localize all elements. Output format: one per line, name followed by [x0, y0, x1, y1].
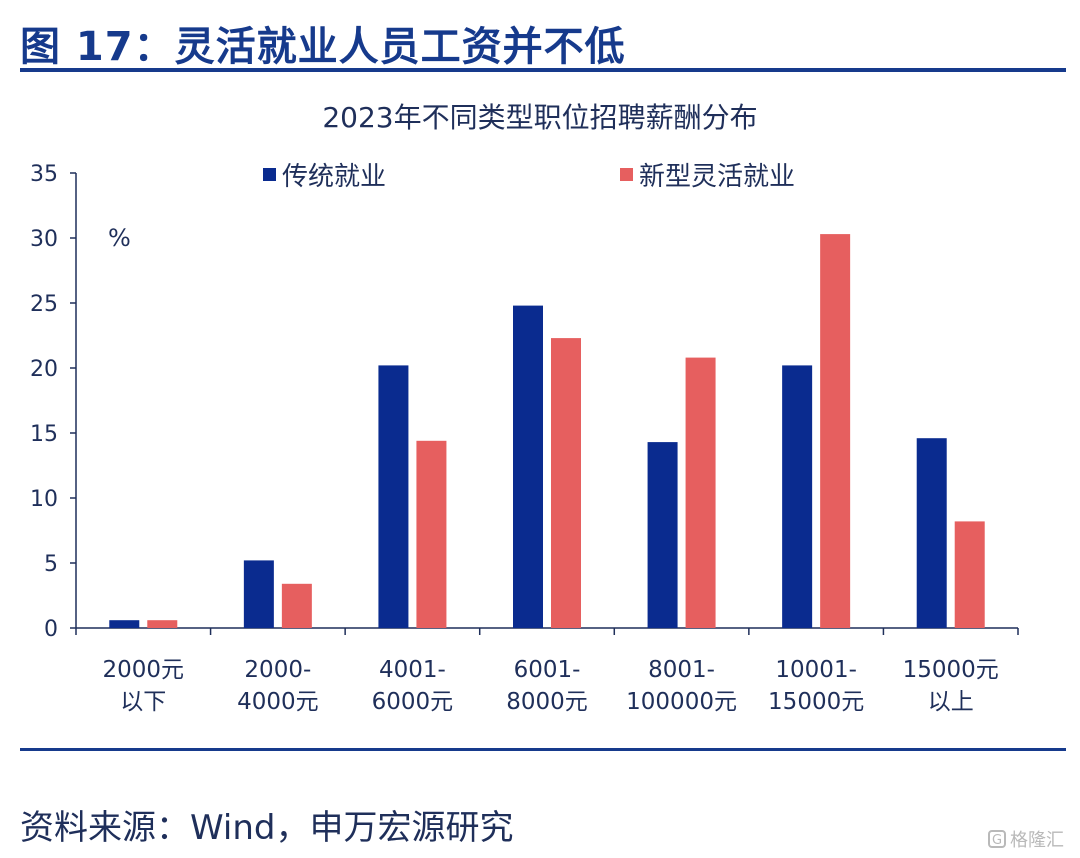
bar-traditional	[916, 438, 947, 628]
watermark: G 格隆汇	[988, 826, 1064, 852]
x-tick-label: 6001-	[514, 657, 581, 683]
bar-traditional	[109, 620, 140, 628]
x-tick-label: 2000元	[103, 657, 185, 683]
legend-item-flexible: 新型灵活就业	[620, 156, 795, 193]
y-tick-label: 30	[30, 227, 58, 252]
chart-title: 2023年不同类型职位招聘薪酬分布	[322, 101, 758, 134]
bar-flexible	[685, 357, 716, 628]
bar-traditional	[782, 365, 813, 628]
bar-flexible	[147, 620, 178, 628]
x-tick-label: 15000元	[768, 689, 864, 715]
legend-label-traditional: 传统就业	[282, 162, 387, 192]
legend-label-flexible: 新型灵活就业	[639, 162, 796, 192]
x-tick-label: 2000-	[244, 657, 311, 683]
y-tick-label: 15	[30, 422, 58, 447]
y-tick-label: 0	[44, 617, 58, 642]
source-note: 资料来源：Wind，申万宏源研究	[20, 808, 514, 848]
bar-traditional	[378, 365, 409, 628]
legend-item-traditional: 传统就业	[263, 156, 386, 193]
legend-swatch-traditional	[263, 168, 276, 181]
bar-flexible	[551, 338, 581, 628]
x-tick-label: 10001-	[775, 657, 856, 683]
x-tick-label: 8000元	[506, 689, 588, 715]
x-tick-label: 100000元	[626, 689, 737, 715]
bar-traditional	[243, 560, 274, 628]
bar-flexible	[281, 583, 312, 628]
watermark-logo-icon: G	[988, 830, 1006, 848]
x-tick-label: 8001-	[648, 657, 715, 683]
y-tick-label: 20	[30, 357, 58, 382]
bar-traditional	[513, 305, 543, 628]
x-tick-label: 以下	[120, 689, 166, 715]
y-tick-label: 25	[30, 292, 58, 317]
y-tick-label: 10	[30, 487, 58, 512]
title-divider	[20, 68, 1066, 72]
legend-swatch-flexible	[620, 168, 633, 181]
x-tick-label: 4001-	[379, 657, 446, 683]
y-tick-label: 5	[44, 552, 58, 577]
y-tick-label: 35	[30, 162, 58, 187]
x-tick-label: 以上	[928, 689, 974, 715]
footer-divider	[20, 748, 1066, 751]
watermark-text: 格隆汇	[1010, 830, 1064, 851]
bar-flexible	[416, 440, 447, 628]
x-tick-label: 15000元	[903, 657, 999, 683]
bar-flexible	[954, 521, 985, 628]
x-tick-label: 6000元	[372, 689, 454, 715]
bar-flexible	[820, 234, 851, 628]
figure-title: 图 17：灵活就业人员工资并不低	[20, 24, 626, 70]
bar-traditional	[647, 442, 678, 628]
y-unit-label: %	[108, 224, 131, 252]
x-tick-label: 4000元	[237, 689, 319, 715]
